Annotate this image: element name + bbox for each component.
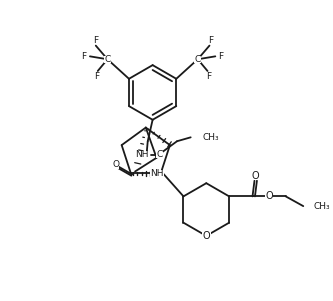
Text: O: O [265,191,273,201]
Text: C: C [156,150,163,160]
Bar [112,162,120,169]
Text: F: F [206,72,211,81]
Text: O: O [252,171,259,181]
Text: O: O [112,160,119,169]
Bar [151,169,164,177]
Text: F: F [208,36,213,45]
Text: F: F [94,72,99,81]
Text: F: F [93,36,98,45]
Text: C: C [104,55,111,64]
Bar [202,232,211,240]
Bar [251,173,259,180]
Text: NH: NH [151,169,164,178]
Bar [265,193,273,200]
Text: NH: NH [135,150,149,160]
Text: CH₃: CH₃ [202,133,219,142]
Text: O: O [202,231,210,241]
Text: CH₃: CH₃ [313,202,330,211]
Bar [156,151,163,158]
Bar [194,56,201,63]
Bar [135,151,149,159]
Text: F: F [82,52,87,61]
Text: F: F [218,52,224,61]
Bar [104,56,111,63]
Text: C: C [194,55,201,64]
